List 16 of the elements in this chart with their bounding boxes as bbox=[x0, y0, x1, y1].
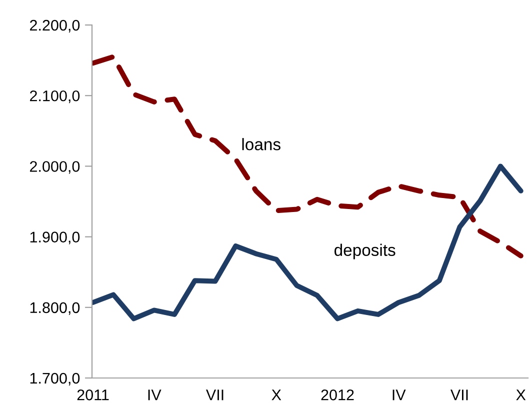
y-tick-label: 2.000,0 bbox=[30, 161, 80, 174]
y-tick-label: 1.900,0 bbox=[30, 232, 80, 244]
series-label: loans bbox=[242, 138, 280, 150]
x-tick-label: VII bbox=[206, 390, 224, 400]
y-tick-label: 2.200,0 bbox=[30, 20, 80, 32]
x-tick-label: X bbox=[516, 390, 526, 400]
x-tick-label: 2011 bbox=[77, 390, 109, 400]
y-tick-label: 2.100,0 bbox=[30, 90, 80, 104]
text: deposits bbox=[334, 244, 396, 260]
x-tick-label: X bbox=[272, 390, 282, 400]
y-tick-label: 1.700,0 bbox=[30, 372, 80, 386]
x-tick-label: 2012 bbox=[321, 390, 354, 400]
x-tick-label: VII bbox=[450, 390, 468, 400]
x-tick-label: IV bbox=[392, 390, 406, 400]
x-tick-label: IV bbox=[148, 390, 162, 400]
y-tick-label: 1.800,0 bbox=[30, 302, 80, 315]
